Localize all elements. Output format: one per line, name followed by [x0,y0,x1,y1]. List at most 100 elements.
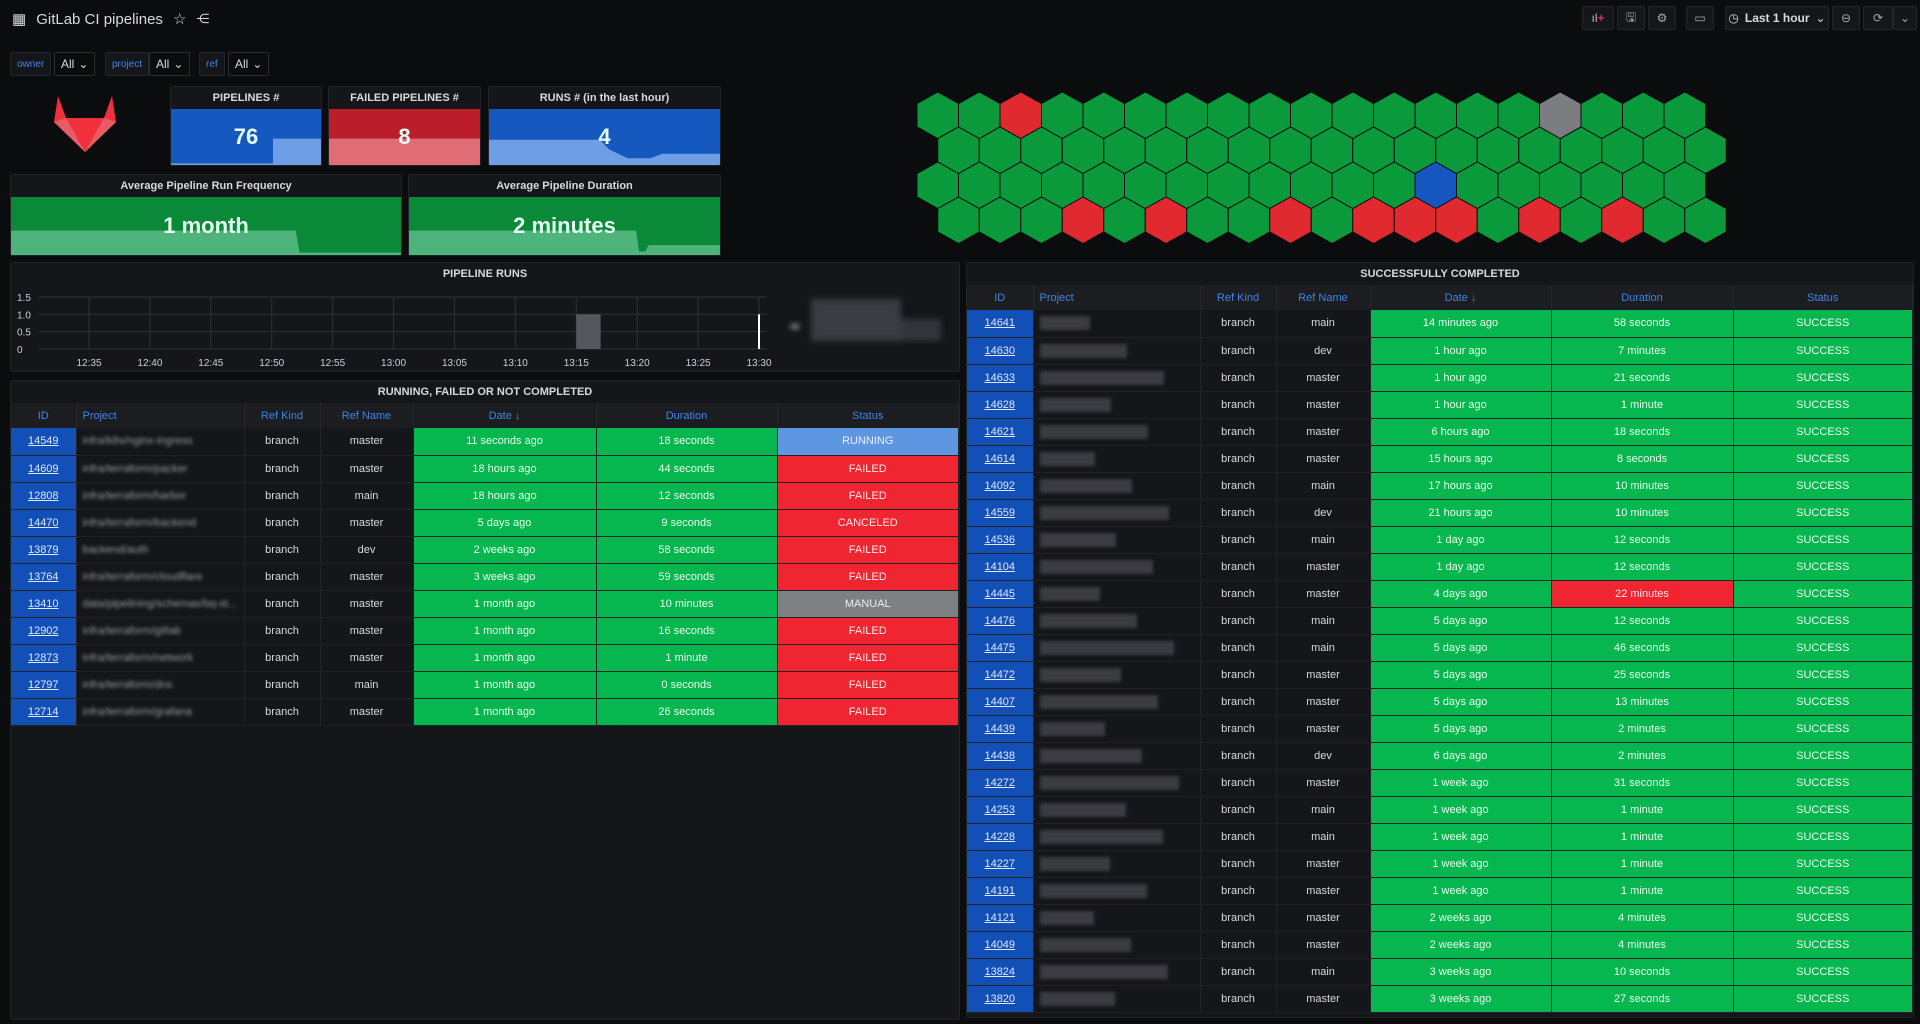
settings-button[interactable]: ⚙ [1648,6,1676,30]
pipeline-id-link[interactable]: 14104 [984,560,1016,573]
column-header[interactable]: Ref Kind [1200,285,1277,310]
column-header[interactable]: Duration [1551,285,1734,310]
pipeline-id-link[interactable]: 14628 [984,398,1016,411]
pipeline-id-link[interactable]: 14228 [984,830,1016,843]
stat-panel-run-frequency[interactable]: Average Pipeline Run Frequency 1 month [10,174,402,256]
ref-name-cell: master [1276,904,1371,932]
zoom-out-button[interactable]: ⊖ [1832,6,1860,30]
share-icon[interactable]: ⋲ [196,11,210,26]
project-cell-redacted [1033,337,1201,365]
pipeline-id-link[interactable]: 14049 [984,938,1016,951]
panel-title: PIPELINE RUNS [442,268,528,280]
pipeline-id-link[interactable]: 13824 [984,965,1016,978]
column-header[interactable]: Project [1033,285,1201,310]
pipeline-id-link[interactable]: 12873 [27,651,59,664]
column-header[interactable]: Project [76,403,245,428]
dashboard-title[interactable]: GitLab CI pipelines [36,10,163,28]
pipeline-id-link[interactable]: 13879 [27,543,59,556]
dashboard-grid-icon[interactable]: ▦ [12,11,27,28]
column-header[interactable]: Date ↓ [1370,285,1552,310]
table-row: 14092 branch main 17 hours ago 10 minutes SUC… [967,472,1913,500]
add-panel-button[interactable]: ıl+ [1582,6,1614,30]
pipeline-id-link[interactable]: 14633 [984,371,1016,384]
ref-name-cell: master [1276,445,1371,473]
date-cell: 14 minutes ago [1370,310,1552,338]
pipeline-runs-panel[interactable]: PIPELINE RUNS 1.5 1.0 0.5 0 12:35 12:40 12:45 1… [10,262,960,372]
ref-kind-cell: branch [1200,904,1277,932]
pipeline-runs-chart[interactable]: 1.5 1.0 0.5 0 12:35 12:40 12:45 12:50 12:55 13:00… [11,285,960,372]
stat-panel-failed-pipelines[interactable]: FAILED PIPELINES # 8 [328,86,481,166]
stat-panel-pipelines[interactable]: PIPELINES # 76 [170,86,322,166]
pipeline-id-link[interactable]: 14609 [27,462,59,475]
table-row: 14621 branch master 6 hours ago 18 seconds SU… [967,418,1913,446]
pipeline-id-link[interactable]: 14407 [984,695,1016,708]
column-header[interactable]: ID [11,403,77,428]
pipeline-id-link[interactable]: 14253 [984,803,1016,816]
pipeline-id-link[interactable]: 12808 [27,489,59,502]
duration-cell: 16 seconds [596,617,778,645]
stat-panel-runs[interactable]: RUNS # (in the last hour) 4 [488,86,721,166]
column-header[interactable]: Date ↓ [413,403,597,428]
stat-value: 8 [398,124,411,149]
pipeline-id-link[interactable]: 14472 [984,668,1016,681]
column-header[interactable]: Status [1733,285,1913,310]
project-cell-redacted [1033,634,1201,662]
project-cell-redacted [1033,850,1201,878]
pipeline-id-link[interactable]: 12797 [27,678,59,691]
pipeline-id-link[interactable]: 14559 [984,506,1016,519]
pipeline-id-link[interactable]: 14614 [984,452,1016,465]
pipeline-id-link[interactable]: 14092 [984,479,1016,492]
pipeline-id-link[interactable]: 12902 [27,624,59,637]
pipeline-id-link[interactable]: 14191 [984,884,1016,897]
star-icon[interactable]: ☆ [172,11,187,28]
pipeline-id-link[interactable]: 14475 [984,641,1016,654]
time-range-picker[interactable]: ◷ Last 1 hour ⌄ [1725,6,1829,30]
pipeline-id-link[interactable]: 14470 [27,516,59,529]
column-header[interactable]: Ref Name [320,403,414,428]
pipeline-status-hexmap[interactable] [900,86,1740,252]
pipeline-id-link[interactable]: 14549 [27,435,59,448]
column-header[interactable]: Status [777,403,959,428]
status-cell: SUCCESS [1733,526,1913,554]
hex-cell-success[interactable] [1684,196,1727,245]
add-panel-icon: ıl+ [1591,11,1605,25]
pipeline-id-link[interactable]: 14445 [984,587,1016,600]
refresh-button[interactable]: ⟳ [1863,6,1893,30]
pipeline-id-link[interactable]: 14227 [984,857,1016,870]
pipeline-id-link[interactable]: 14476 [984,614,1016,627]
pipeline-id-link[interactable]: 14536 [984,533,1016,546]
project-cell-redacted [1033,364,1201,392]
ref-name-cell: master [1276,850,1371,878]
pipeline-id-link[interactable]: 14621 [984,425,1016,438]
column-header[interactable]: Duration [596,403,778,428]
pipeline-id-link[interactable]: 14272 [984,776,1016,789]
refresh-interval-dropdown[interactable]: ⌄ [1893,6,1917,30]
ref-name-cell: master [1276,391,1371,419]
pipeline-id-link[interactable]: 14438 [984,749,1016,762]
column-header[interactable]: Ref Kind [244,403,321,428]
pipeline-id-link[interactable]: 14641 [984,317,1016,330]
pipeline-id-link[interactable]: 14630 [984,344,1016,357]
table-row: 14630 branch dev 1 hour ago 7 minutes SUCCESS [967,337,1913,365]
variable-value: All [61,57,75,71]
tv-mode-button[interactable]: ▭ [1686,6,1714,30]
pipeline-id-link[interactable]: 13764 [27,570,59,583]
chart-legend[interactable] [791,299,951,341]
pipeline-id-link[interactable]: 13820 [984,992,1016,1005]
pipeline-id-link[interactable]: 12714 [27,705,59,718]
stat-panel-pipeline-duration[interactable]: Average Pipeline Duration 2 minutes [408,174,721,256]
series-bar[interactable] [576,314,601,349]
pipeline-id-link[interactable]: 14439 [984,722,1016,735]
ref-name-cell: main [320,482,414,510]
project-cell-redacted [1033,688,1201,716]
x-tick-label: 13:10 [503,358,528,369]
redacted-project-name [1039,424,1148,439]
variable-select-owner[interactable]: All ⌄ [54,52,96,76]
save-dashboard-button[interactable]: 🖫 [1617,6,1645,30]
column-header[interactable]: ID [967,285,1034,310]
pipeline-id-link[interactable]: 13410 [27,597,59,610]
variable-select-ref[interactable]: All ⌄ [228,52,270,76]
variable-select-project[interactable]: All ⌄ [149,52,191,76]
pipeline-id-link[interactable]: 14121 [984,911,1016,924]
column-header[interactable]: Ref Name [1276,285,1371,310]
